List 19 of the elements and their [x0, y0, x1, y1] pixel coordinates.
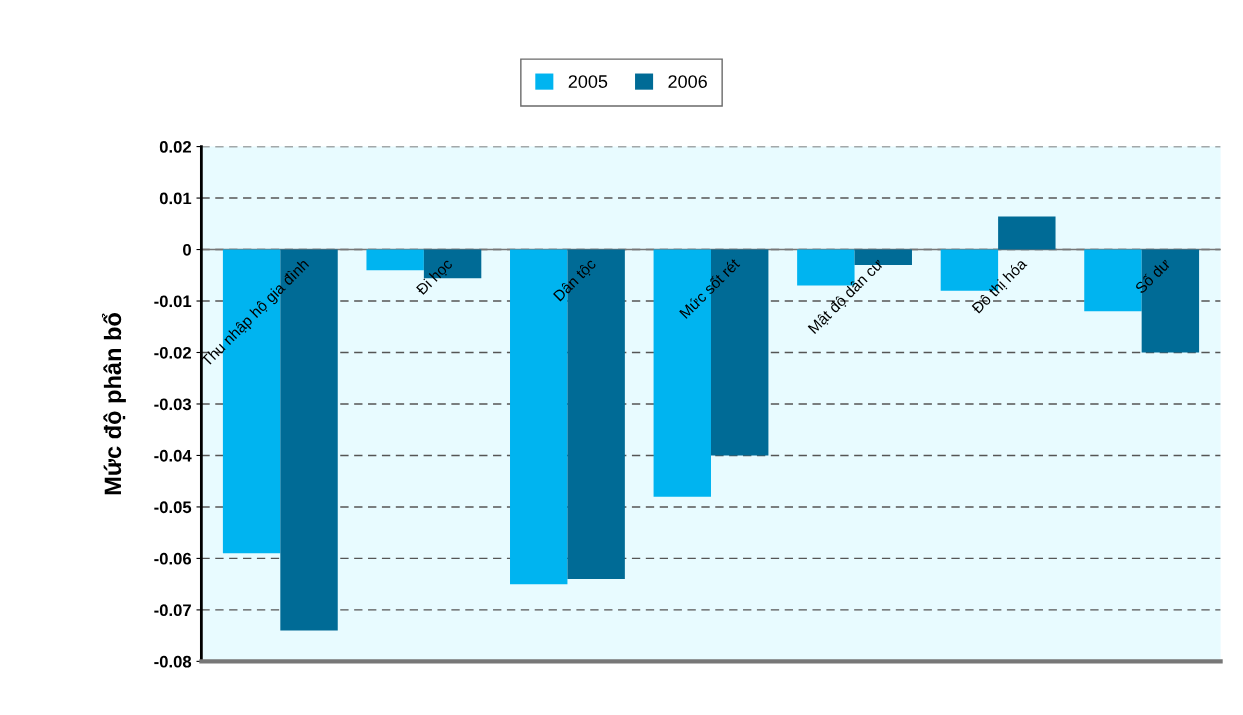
- x-tick-label: Dân tộc: [552, 257, 599, 304]
- y-tick-label: -0.01: [154, 295, 192, 308]
- y-tick-label: 0.02: [159, 140, 191, 153]
- x-tick-label: Số dư: [1133, 257, 1171, 295]
- y-tick-label: 0: [183, 243, 191, 256]
- y-tick-label: -0.02: [154, 346, 191, 359]
- x-tick-label: Đi học: [414, 257, 455, 298]
- y-tick-label: -0.05: [154, 501, 192, 514]
- y-tick-label: -0.06: [154, 552, 192, 565]
- y-tick-label: -0.08: [154, 655, 192, 668]
- x-tick-label: Đô thị hóa: [970, 257, 1030, 316]
- y-tick-label: -0.04: [154, 449, 192, 462]
- x-tick-label: Mật độ dân cư: [807, 257, 886, 336]
- y-tick-label: -0.07: [154, 604, 191, 617]
- legend-label: 2005: [568, 75, 608, 88]
- y-tick-label: 0.01: [159, 192, 192, 205]
- y-tick-label: -0.03: [154, 398, 192, 411]
- y-axis-title: Mức độ phân bổ: [101, 313, 126, 495]
- legend-label: 2006: [668, 75, 707, 88]
